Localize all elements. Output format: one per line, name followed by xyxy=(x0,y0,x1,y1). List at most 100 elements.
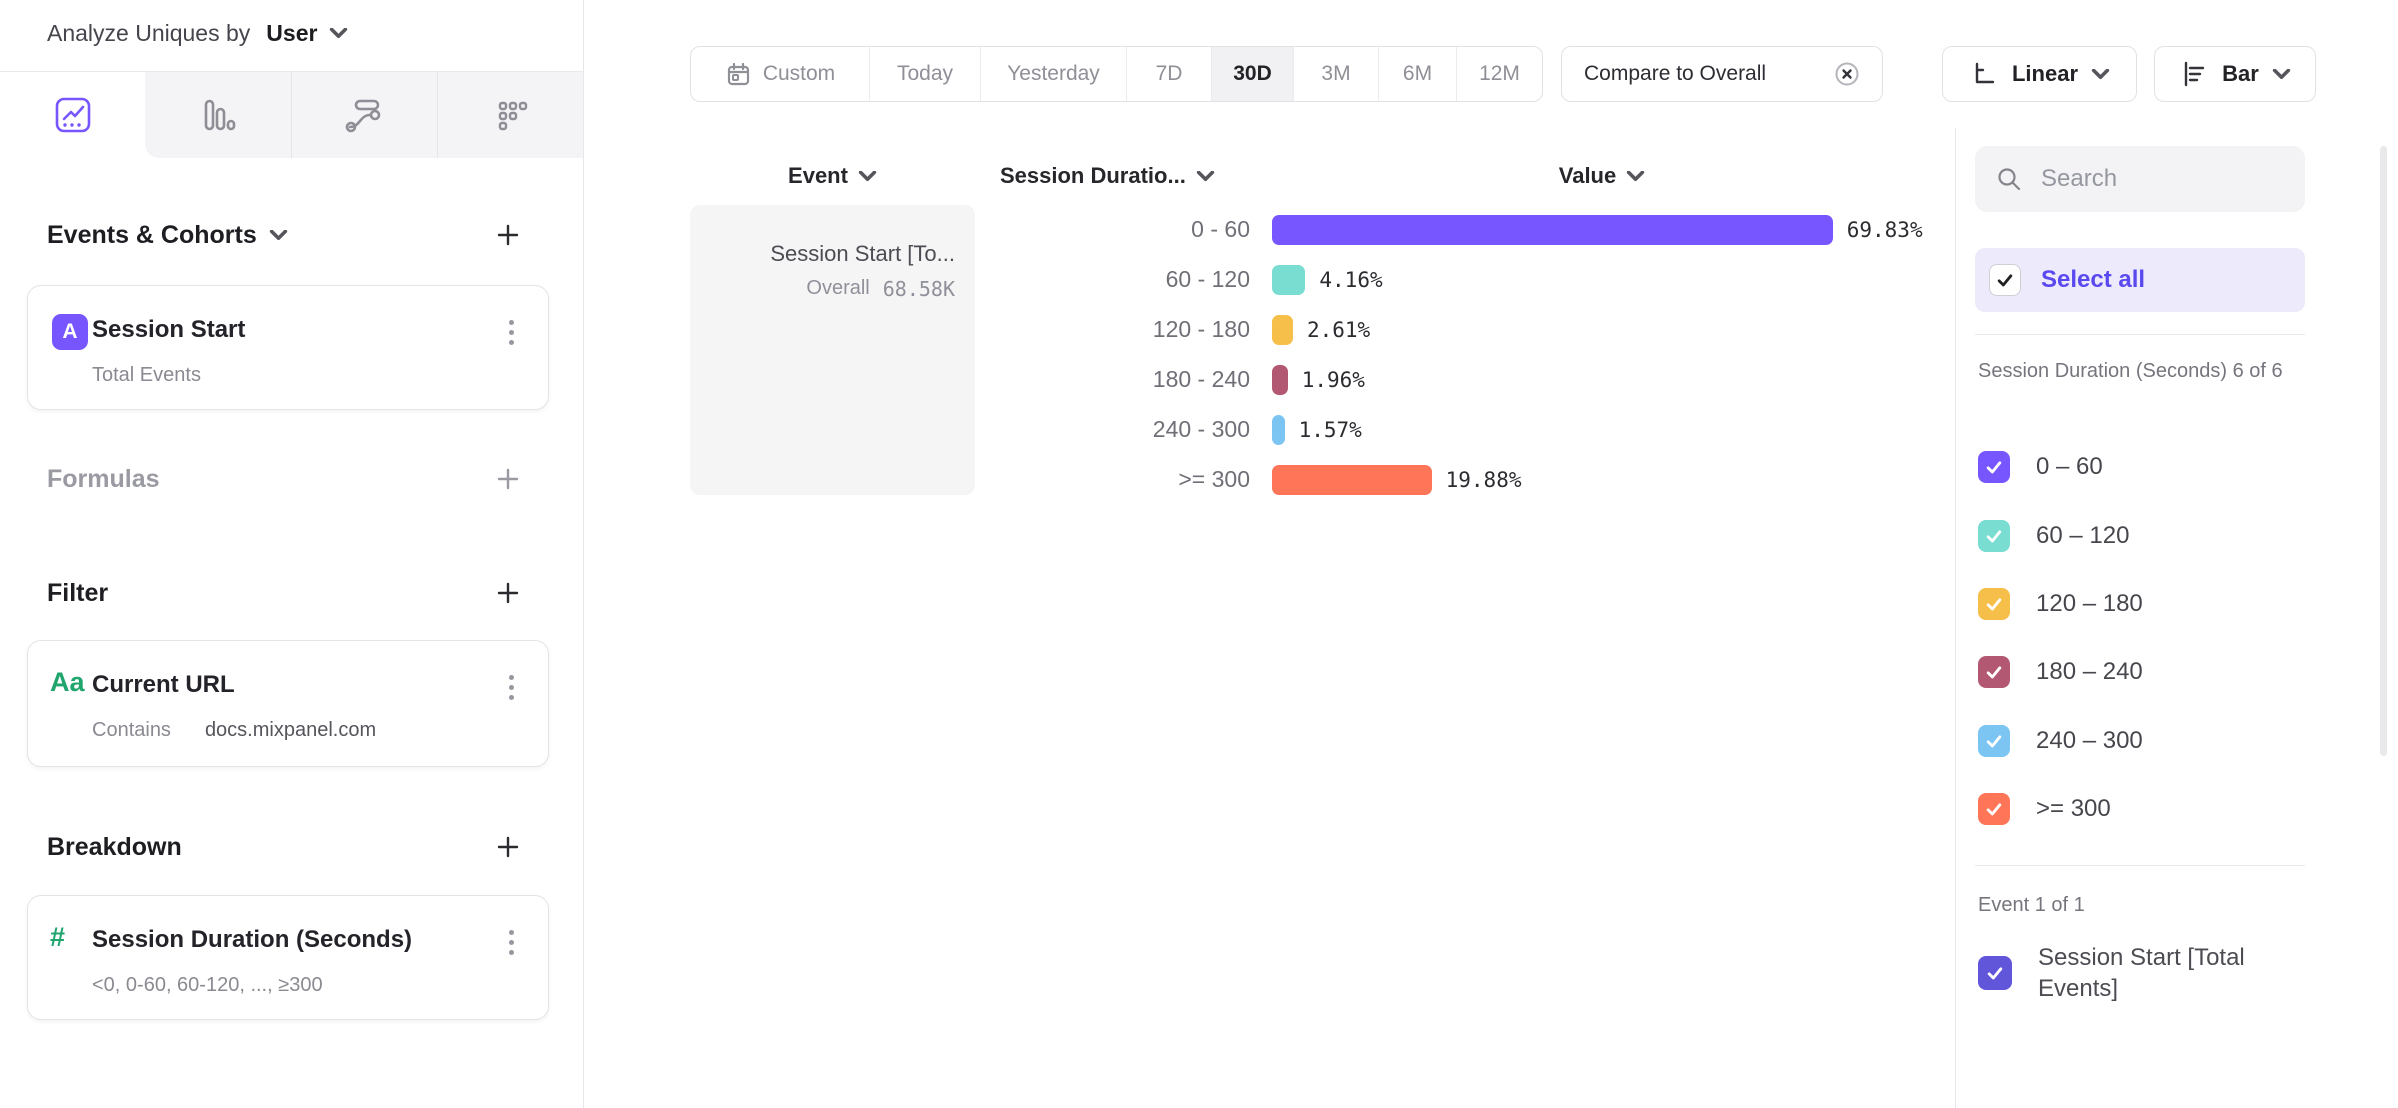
horizontal-bars-icon xyxy=(2184,61,2205,87)
add-filter-button[interactable] xyxy=(491,576,525,610)
date-range-custom[interactable]: Custom xyxy=(691,47,870,101)
overall-value: 68.58K xyxy=(882,277,955,301)
legend-item-240-300[interactable]: 240 – 300 xyxy=(1978,725,2308,757)
legend-checkbox[interactable] xyxy=(1978,725,2010,757)
select-all-checkbox[interactable] xyxy=(1989,264,2021,296)
date-range-30d[interactable]: 30D xyxy=(1212,47,1294,101)
bar-segment[interactable] xyxy=(1272,365,1288,395)
bar-value-label: 19.88% xyxy=(1445,468,1522,492)
bar-row-label: 180 - 240 xyxy=(1152,366,1250,392)
filter-card-current-url[interactable]: Aa Current URL Contains docs.mixpanel.co… xyxy=(27,640,549,767)
tab-line-chart[interactable] xyxy=(0,72,146,158)
sidebar-scrollbar[interactable] xyxy=(2380,146,2387,756)
sidebar-divider xyxy=(1955,128,1956,1108)
date-range-12m[interactable]: 12M xyxy=(1479,62,1520,85)
date-range-today[interactable]: Today xyxy=(870,47,981,101)
breakdown-section-header: Breakdown xyxy=(47,830,525,864)
flow-chart-icon xyxy=(345,99,381,133)
filter-operator[interactable]: Contains xyxy=(92,719,171,741)
chevron-down-icon[interactable] xyxy=(329,28,348,39)
legend-checkbox[interactable] xyxy=(1978,588,2010,620)
column-header-breakdown[interactable]: Session Duratio... xyxy=(1000,160,1215,192)
scale-selector-button[interactable]: Linear xyxy=(1942,46,2137,102)
sidebar-divider-1 xyxy=(1975,334,2305,335)
date-range-yesterday[interactable]: Yesterday xyxy=(981,47,1127,101)
kebab-menu-icon[interactable] xyxy=(498,922,524,962)
legend-item-0-60[interactable]: 0 – 60 xyxy=(1978,451,2308,483)
legend-checkbox[interactable] xyxy=(1978,520,2010,552)
column-header-value[interactable]: Value xyxy=(1272,160,1932,192)
check-icon xyxy=(1986,803,2002,816)
calendar-icon xyxy=(727,62,749,85)
search-input[interactable] xyxy=(2039,164,2283,194)
bar-value-label: 4.16% xyxy=(1319,268,1383,292)
analyze-uniques-label: Analyze Uniques by xyxy=(47,20,251,46)
analyze-uniques-value[interactable]: User xyxy=(266,20,318,46)
scale-label: Linear xyxy=(2011,61,2079,86)
bar-segment[interactable] xyxy=(1272,415,1285,445)
breakdown-group-label: Session Duration (Seconds) 6 of 6 xyxy=(1978,360,2283,382)
event-row-cell[interactable]: Session Start [To... Overall 68.58K xyxy=(690,205,975,495)
legend-checkbox[interactable] xyxy=(1978,451,2010,483)
check-icon xyxy=(1997,274,2013,287)
breakdown-title: Breakdown xyxy=(47,832,182,861)
chevron-down-icon xyxy=(1196,170,1214,181)
column-header-event[interactable]: Event xyxy=(690,160,975,192)
breakdown-card-title[interactable]: Session Duration (Seconds) xyxy=(92,926,413,953)
event-group-label: Event 1 of 1 xyxy=(1978,894,2085,916)
bar-segment[interactable] xyxy=(1272,215,1833,245)
select-all-row[interactable]: Select all xyxy=(1975,248,2305,312)
breakdown-card-session-duration[interactable]: # Session Duration (Seconds) <0, 0-60, 6… xyxy=(27,895,549,1020)
bar-segment[interactable] xyxy=(1272,265,1306,295)
event-card-session-start[interactable]: A Session Start Total Events xyxy=(27,285,549,410)
filter-card-condition[interactable]: Contains docs.mixpanel.com xyxy=(92,719,376,742)
legend-checkbox[interactable] xyxy=(1978,656,2010,688)
bar-value-label: 1.57% xyxy=(1298,418,1362,442)
bar-segment[interactable] xyxy=(1272,465,1432,495)
add-breakdown-button[interactable] xyxy=(491,830,525,864)
legend-item-gte-300[interactable]: >= 300 xyxy=(1978,793,2308,825)
bar-row-label: 0 - 60 xyxy=(1191,216,1250,242)
legend-checkbox[interactable] xyxy=(1978,956,2012,990)
overall-label: Overall xyxy=(806,277,870,299)
legend-checkbox[interactable] xyxy=(1978,793,2010,825)
legend-item-180-240[interactable]: 180 – 240 xyxy=(1978,656,2308,688)
tab-metrics-grid[interactable] xyxy=(436,72,583,158)
check-icon xyxy=(1986,598,2002,611)
filter-title: Filter xyxy=(47,578,109,607)
add-event-button[interactable] xyxy=(491,218,525,252)
bar-value-label: 2.61% xyxy=(1306,318,1371,342)
bar-segment[interactable] xyxy=(1272,315,1293,345)
date-range-3m[interactable]: 3M xyxy=(1294,47,1379,101)
filter-value[interactable]: docs.mixpanel.com xyxy=(204,719,377,741)
filter-card-title[interactable]: Current URL xyxy=(92,671,235,698)
bar-row-label: 120 - 180 xyxy=(1152,316,1250,342)
add-formula-button[interactable] xyxy=(491,462,525,496)
line-chart-icon xyxy=(55,97,90,133)
kebab-menu-icon[interactable] xyxy=(498,312,524,352)
legend-item-60-120[interactable]: 60 – 120 xyxy=(1978,520,2308,552)
event-card-subtitle[interactable]: Total Events xyxy=(92,364,201,386)
analyze-uniques-control: Analyze Uniques by User xyxy=(47,20,348,47)
breakdown-card-subtitle[interactable]: <0, 0-60, 60-120, ..., ≥300 xyxy=(92,974,323,996)
numeric-property-icon: # xyxy=(50,922,66,952)
date-range-6m[interactable]: 6M xyxy=(1379,47,1457,101)
check-icon xyxy=(1987,967,2003,980)
chart-type-selector-button[interactable]: Bar xyxy=(2154,46,2316,102)
kebab-menu-icon[interactable] xyxy=(498,667,524,707)
circle-x-icon[interactable] xyxy=(1832,59,1862,89)
tab-flow-chart[interactable] xyxy=(290,72,437,158)
event-row-title: Session Start [To... xyxy=(770,241,955,266)
sidebar-search[interactable] xyxy=(1975,146,2305,212)
bar-row-label: 60 - 120 xyxy=(1165,266,1250,292)
select-all-label: Select all xyxy=(2041,266,2146,293)
chevron-down-icon[interactable] xyxy=(269,229,288,241)
event-card-title[interactable]: Session Start xyxy=(92,316,246,343)
compare-to-overall-chip[interactable]: Compare to Overall xyxy=(1561,46,1883,102)
tab-bar-chart[interactable] xyxy=(145,72,291,158)
date-range-7d[interactable]: 7D xyxy=(1127,47,1212,101)
legend-item-session-start[interactable]: Session Start [Total Events] xyxy=(1978,942,2322,1004)
legend-item-120-180[interactable]: 120 – 180 xyxy=(1978,588,2308,620)
compare-label: Compare to Overall xyxy=(1584,62,1767,85)
string-property-icon: Aa xyxy=(50,667,85,697)
